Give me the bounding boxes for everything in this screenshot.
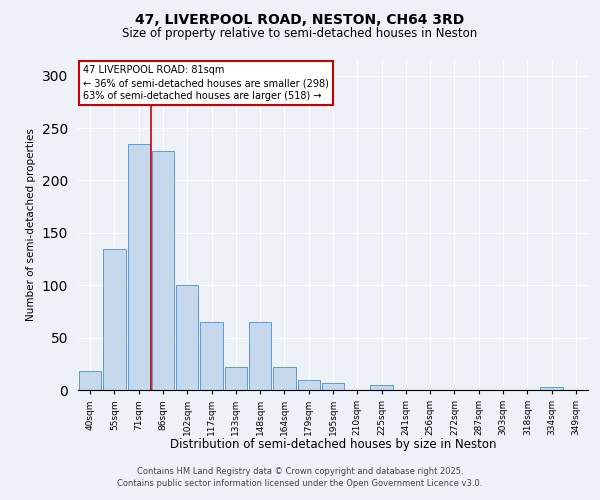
Bar xyxy=(152,151,174,390)
Text: Size of property relative to semi-detached houses in Neston: Size of property relative to semi-detach… xyxy=(122,28,478,40)
X-axis label: Distribution of semi-detached houses by size in Neston: Distribution of semi-detached houses by … xyxy=(170,438,496,451)
Bar xyxy=(273,367,296,390)
Bar xyxy=(322,382,344,390)
Bar xyxy=(298,380,320,390)
Text: 47 LIVERPOOL ROAD: 81sqm
← 36% of semi-detached houses are smaller (298)
63% of : 47 LIVERPOOL ROAD: 81sqm ← 36% of semi-d… xyxy=(83,65,329,102)
Bar xyxy=(224,367,247,390)
Text: 47, LIVERPOOL ROAD, NESTON, CH64 3RD: 47, LIVERPOOL ROAD, NESTON, CH64 3RD xyxy=(136,12,464,26)
Text: Contains HM Land Registry data © Crown copyright and database right 2025.
Contai: Contains HM Land Registry data © Crown c… xyxy=(118,466,482,487)
Bar xyxy=(200,322,223,390)
Bar xyxy=(541,387,563,390)
Bar xyxy=(79,371,101,390)
Y-axis label: Number of semi-detached properties: Number of semi-detached properties xyxy=(26,128,37,322)
Bar xyxy=(249,322,271,390)
Bar xyxy=(176,285,199,390)
Bar xyxy=(128,144,150,390)
Bar xyxy=(103,248,125,390)
Bar xyxy=(370,385,393,390)
